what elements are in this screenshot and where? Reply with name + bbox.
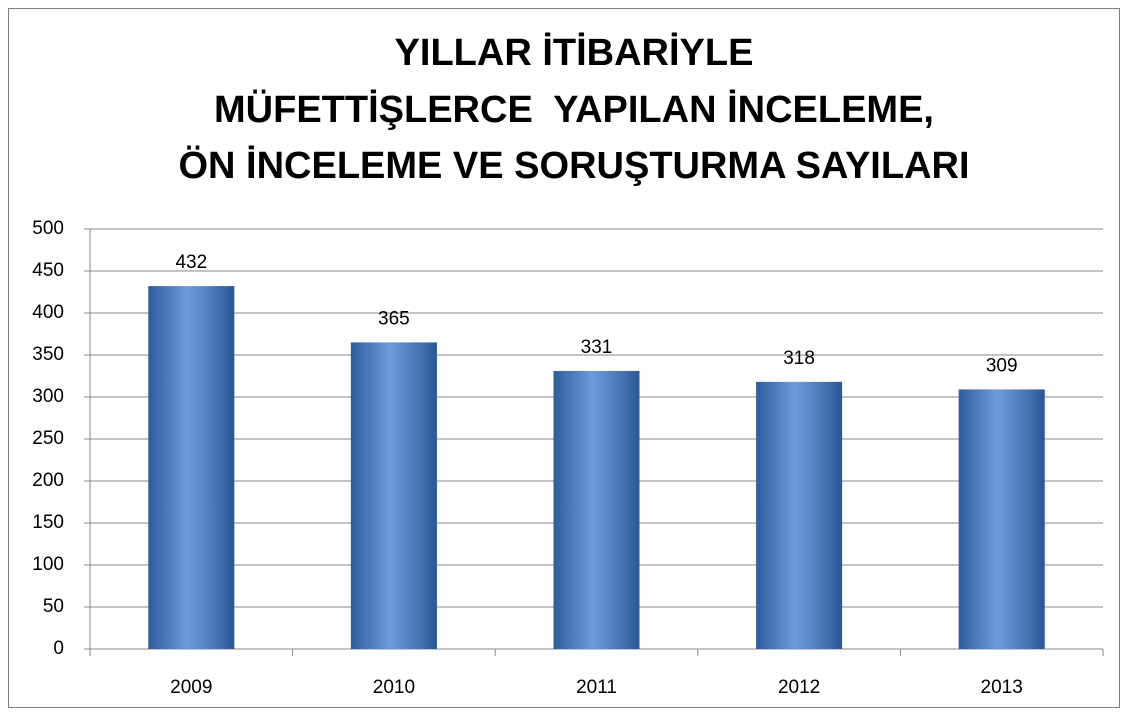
data-label: 365: [378, 308, 410, 329]
bar-shine: [148, 286, 235, 649]
x-tick-label: 2011: [576, 677, 617, 698]
data-label: 432: [175, 252, 207, 273]
data-label: 309: [986, 355, 1018, 376]
chart-title: YILLAR İTİBARİYLE: [395, 32, 754, 74]
y-tick-label: 500: [32, 218, 64, 239]
bar-shine: [756, 381, 843, 649]
data-label: 318: [783, 348, 815, 369]
y-tick-label: 350: [32, 344, 64, 365]
y-tick-label: 200: [32, 470, 64, 491]
y-tick-label: 150: [32, 512, 64, 533]
y-tick-label: 450: [32, 260, 64, 281]
chart-title: ÖN İNCELEME VE SORUŞTURMA SAYILARI: [178, 144, 969, 187]
data-label: 331: [581, 337, 613, 358]
y-tick-label: 50: [43, 596, 64, 617]
y-tick-label: 400: [32, 302, 64, 323]
bar-shine: [958, 389, 1045, 649]
bar-shine: [553, 370, 640, 649]
x-tick-label: 2012: [778, 677, 820, 698]
bar-shine: [350, 342, 437, 649]
y-tick-label: 250: [32, 428, 64, 449]
y-tick-label: 0: [53, 638, 64, 659]
chart-title: MÜFETTİŞLERCE YAPILAN İNCELEME,: [214, 88, 934, 131]
x-tick-label: 2013: [981, 677, 1023, 698]
y-tick-label: 100: [32, 554, 64, 575]
y-tick-label: 300: [32, 386, 64, 407]
x-tick-label: 2010: [373, 677, 415, 698]
x-tick-label: 2009: [170, 677, 212, 698]
